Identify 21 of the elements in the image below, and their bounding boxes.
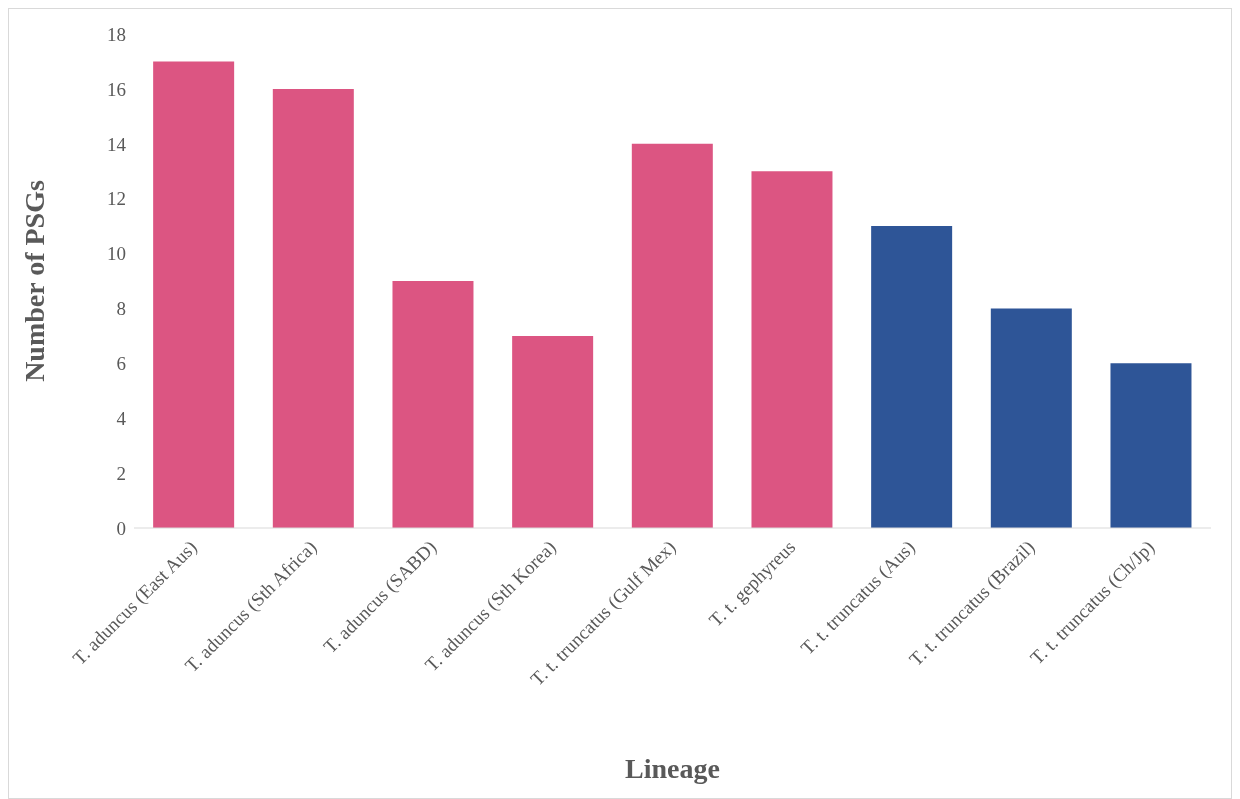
bar: [1110, 363, 1192, 528]
y-tick-label: 4: [116, 407, 127, 429]
bar: [392, 281, 474, 528]
y-tick-label: 8: [116, 298, 126, 320]
bar: [871, 226, 953, 528]
bar: [512, 335, 594, 528]
y-tick-label: 10: [107, 243, 126, 265]
y-axis-title: Number of PSGs: [18, 180, 50, 382]
y-tick-label: 0: [116, 517, 126, 539]
y-tick-label: 6: [116, 353, 126, 375]
y-tick-label: 12: [107, 188, 126, 210]
y-tick-label: 14: [107, 133, 127, 155]
bar: [153, 61, 235, 528]
y-tick-label: 16: [107, 78, 126, 100]
x-axis-title: Lineage: [625, 753, 720, 784]
bar: [751, 171, 833, 528]
bar: [631, 143, 713, 528]
bar: [990, 308, 1072, 528]
bar: [272, 88, 354, 528]
y-tick-label: 2: [116, 462, 126, 484]
y-tick-label: 18: [107, 23, 126, 45]
